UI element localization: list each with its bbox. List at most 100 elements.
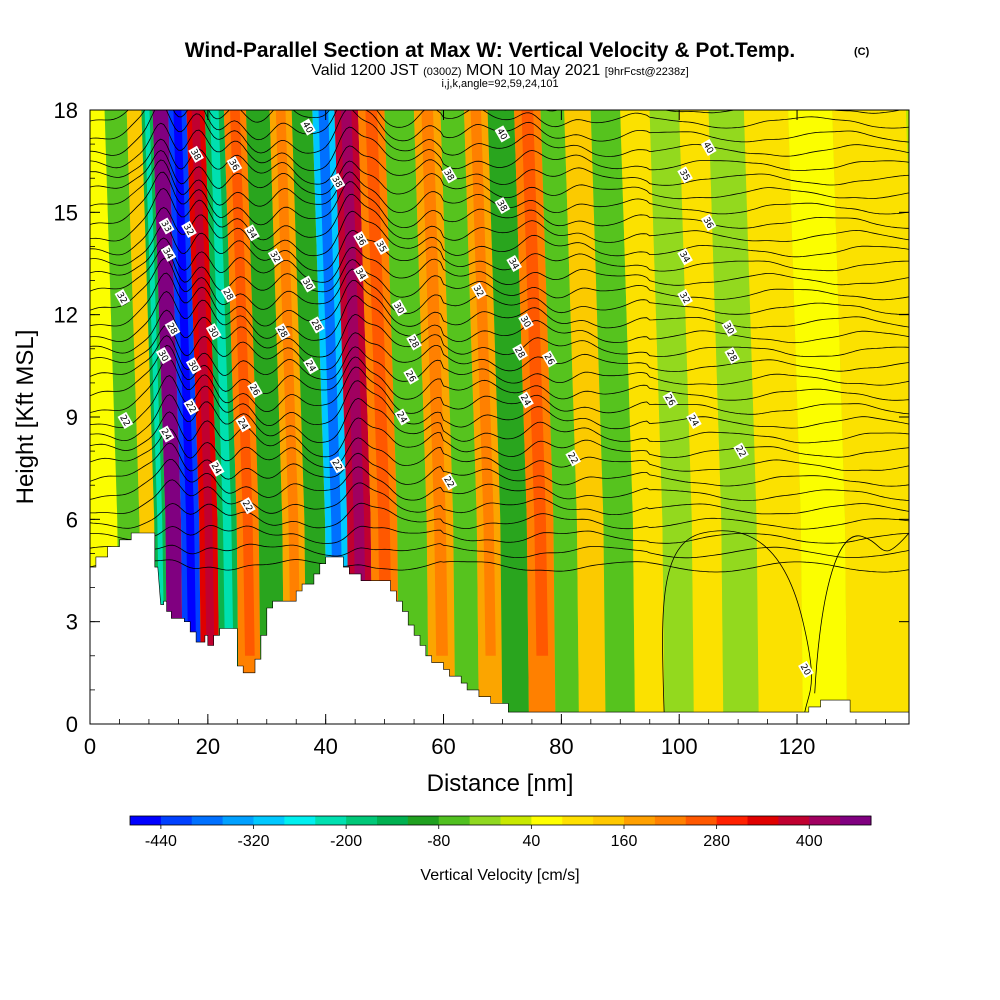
contour-label-text: 22 [240,499,254,514]
contour-label-box [303,357,319,375]
contour-label-text: 33 [158,219,172,234]
theta-contour [662,530,812,724]
theta-contour [90,335,909,386]
velocity-core [191,110,215,656]
colorbar-tick-label: -80 [427,833,450,850]
colorbar-swatch [716,816,749,825]
colorbar-swatch [377,816,409,825]
colorbar [129,815,872,826]
theta-contour [90,224,909,272]
contour-label-box [226,156,243,174]
contour-label-box [185,357,202,375]
theta-contour [90,258,909,315]
contour-label-box [394,408,411,426]
theta-contour [90,479,909,516]
x-axis-label: Distance [nm] [427,770,574,797]
colorbar-swatch [130,816,162,825]
contour-label-box [353,231,369,249]
contour-label-text: 32 [267,250,281,265]
contour-label: 22 [329,456,346,474]
terrain-mask [90,532,909,724]
y-tick-label: 6 [66,507,78,532]
contour-label-box [220,285,237,303]
theta-contour [90,458,909,501]
valid-date: MON 10 May 2021 [466,62,600,79]
contour-label-box [308,316,325,334]
colorbar-swatch [500,816,532,825]
contour-label-box [244,224,260,242]
colorbar-swatch [778,816,810,825]
x-tick-label: 100 [661,734,698,759]
colorbar-label: Vertical Velocity [cm/s] [420,867,579,884]
contour-label: 32 [114,289,131,307]
contour-label-box [441,473,458,491]
colorbar-swatch [346,816,378,825]
contour-label: 32 [471,282,487,300]
theta-contour [90,375,909,430]
contour-label-box [329,173,346,191]
contour-label-box [391,299,408,317]
contour-label-box [274,323,291,341]
contour-label-box [160,244,177,262]
theta-contour [90,309,909,358]
colorbar-tick-label: 160 [611,833,638,850]
contour-label-box [300,118,316,136]
contour-label-box [240,497,256,515]
theta-contour [90,428,909,472]
contour-label-box [662,391,679,409]
contour-label-box [373,237,390,255]
theta-contour [90,291,909,344]
contour-label: 22 [183,398,200,416]
x-tick-label: 60 [431,734,455,759]
contour-label-box [158,425,175,443]
theta-contour [90,524,909,544]
theta-contour [90,344,909,401]
theta-contour [90,171,909,229]
contour-label-box [494,125,511,143]
theta-contour [90,442,909,487]
theta-contour [90,138,909,186]
contour-label-box [247,381,263,399]
colorbar-tick-label: 40 [522,833,540,850]
contour-label: 33 [158,217,175,235]
theta-contour [90,122,909,171]
contour-label-box [541,350,558,368]
contour-label-text: 32 [471,284,485,299]
colorbar-swatch [562,816,594,825]
contour-label-box [700,138,717,157]
x-axis: 0 20 40 60 80 100 120 [84,110,886,759]
velocity-core [275,110,301,656]
colorbar-ticks: -440 -320 -200 -80 40 160 280 400 [145,825,823,850]
theta-contour [90,559,909,573]
contour-label-box [733,442,749,460]
y-tick-label: 3 [66,610,78,635]
theta-contour [90,237,909,286]
contour-label: 22 [240,497,256,515]
contour-label-box [403,367,419,385]
copyright-mark: (C) [854,46,870,58]
x-tick-label: 120 [779,734,816,759]
velocity-band [590,110,635,724]
contour-label-box [506,254,523,273]
contour-label: 22 [117,411,134,429]
theta-contour [90,502,909,530]
contour-label-box [114,289,131,307]
theta-contour [90,110,909,129]
contour-label: 35 [373,237,390,255]
contour-label-text: 22 [117,414,131,429]
contour-label-box [512,343,528,361]
y-axis-label: Height [Kft MSL] [12,330,39,505]
x-tick-label: 0 [84,734,96,759]
theta-contour [90,411,909,458]
contour-label-box [406,333,422,351]
y-tick-label: 9 [66,405,78,430]
contour-label-text: 22 [183,400,197,415]
section-indices: i,j,k,angle=92,59,24,101 [441,78,558,90]
contour-label-text: 35 [373,240,387,255]
contour-label-box [677,166,693,184]
contour-label-text: 32 [181,223,195,238]
theta-contour [90,187,909,243]
colorbar-swatch [685,816,718,825]
contour-label-box [158,217,175,235]
